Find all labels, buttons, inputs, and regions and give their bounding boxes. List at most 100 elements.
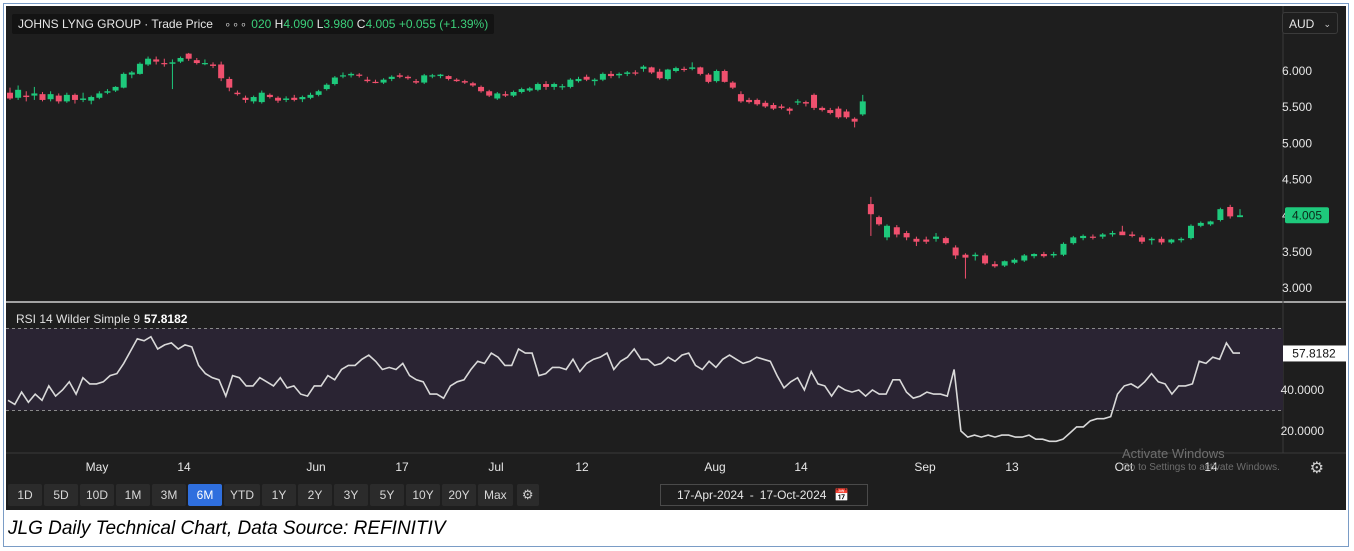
candle-body [1080,235,1087,239]
timeframe-button-6m[interactable]: 6M [188,484,223,506]
chart-settings-icon[interactable]: ⚙ [1309,460,1324,477]
open-value-fragment: 020 [251,17,272,31]
instrument-title: JOHNS LYNG GROUP · Trade Price [18,17,213,31]
candle-body [893,227,900,235]
time-axis-label: 12 [575,460,589,474]
candle-body [226,78,233,88]
candle-body [1217,209,1224,221]
candle-body [737,94,744,102]
date-range-picker[interactable]: 17-Apr-2024 - 17-Oct-2024 📅 [660,484,868,506]
candle-body [616,73,623,76]
timeframe-button-3m[interactable]: 3M [152,484,187,506]
timeframe-button-1d[interactable]: 1D [8,484,42,506]
candle-body [559,86,566,88]
candle-body [1001,261,1008,266]
candle-body [421,75,428,83]
close-label: C [356,17,366,31]
candle-body [982,255,989,264]
currency-select[interactable]: AUD ⌄ [1282,12,1338,34]
timeframe-button-1y[interactable]: 1Y [262,484,297,506]
candle-body [843,111,850,118]
candle-body [599,73,606,80]
candle-body [1138,237,1145,242]
candle-body [1148,238,1155,241]
candle-body [835,108,842,118]
timeframe-button-10d[interactable]: 10D [80,484,115,506]
timeframe-button-5y[interactable]: 5Y [370,484,405,506]
timeframe-button-1m[interactable]: 1M [116,484,151,506]
candle-body [859,101,866,115]
candle-body [867,204,874,215]
candle-body [404,76,411,79]
timeframe-button-3y[interactable]: 3Y [334,484,369,506]
candle-body [778,106,785,108]
candle-body [364,79,371,82]
candle-body [331,77,338,85]
candle-body [624,72,631,74]
candle-body [307,94,314,98]
candle-body [1040,254,1047,257]
timeframe-button-10y[interactable]: 10Y [406,484,441,506]
low-label: L [316,17,324,31]
candle-body [632,72,639,74]
candle-body [185,53,192,59]
time-axis-label: May [86,460,109,474]
candle-body [63,94,70,102]
candle-body [1050,254,1057,256]
candle-body [876,217,882,225]
candle-body [681,68,688,71]
candle-body [952,247,959,256]
price-tick-label: 6.000 [1282,64,1312,78]
candle-body [933,236,940,239]
time-axis-label: 14 [177,460,191,474]
candle-body [242,97,249,100]
calendar-icon[interactable]: 📅 [834,488,850,502]
gear-icon[interactable]: ⚙ [516,484,539,506]
candle-body [461,81,468,83]
timeframe-button-max[interactable]: Max [478,484,513,506]
candle-body [258,92,265,103]
candle-body [161,63,168,65]
activate-windows-subtitle: Go to Settings to activate Windows. [1122,462,1280,473]
candle-body [754,99,761,105]
time-axis-label: Jul [488,460,503,474]
candle-body [1060,243,1067,255]
candle-body [453,79,460,82]
timeframe-button-ytd[interactable]: YTD [224,484,261,506]
candle-body [380,79,387,83]
candle-body [786,108,793,111]
candle-body [356,74,363,76]
candle-body [518,89,525,92]
rsi-header: RSI 14 Wilder Simple 9 57.8182 [16,312,187,326]
candle-body [502,94,509,96]
high-label: H [274,17,284,31]
candle-body [112,86,119,91]
candle-body [607,73,614,77]
timeframe-button-2y[interactable]: 2Y [298,484,333,506]
candle-body [136,63,143,74]
time-axis-label: Jun [306,460,325,474]
timeframe-button-5d[interactable]: 5D [44,484,78,506]
candle-body [543,84,550,87]
candle-body [689,67,696,69]
more-options-icon[interactable]: ∘∘∘ [224,19,248,31]
candle-body [713,71,720,82]
candle-body [218,64,225,79]
time-axis-label: 14 [1204,460,1218,474]
candle-body [762,102,769,107]
timeframe-button-20y[interactable]: 20Y [442,484,477,506]
candle-body [71,94,78,100]
candle-body [469,83,476,86]
candle-body [234,92,241,95]
candle-body [31,93,38,96]
candle-body [486,91,493,96]
candle-body [201,63,208,65]
candle-body [664,69,671,79]
chart-svg: 6.0005.5005.0004.5004.0003.5003.00040.00… [6,6,1346,474]
last-price-badge [1285,207,1329,224]
candle-body [478,86,485,92]
candle-body [153,59,160,62]
figure-frame [3,3,1349,547]
candle-body [210,64,217,66]
candle-body [1129,234,1136,236]
